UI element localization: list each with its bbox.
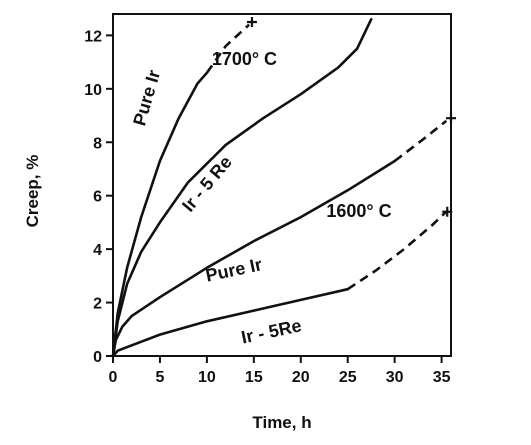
y-tick-label: 6 bbox=[93, 189, 102, 206]
series-2-dashed-line bbox=[393, 119, 448, 163]
x-tick-label: 20 bbox=[292, 369, 310, 386]
annotation-label: 1600° C bbox=[326, 201, 391, 221]
annotation-label: Pure Ir bbox=[204, 254, 264, 285]
series-2-solid-line bbox=[111, 159, 396, 358]
series-3-solid-line bbox=[111, 287, 349, 358]
series-3-dashed-line bbox=[346, 210, 448, 291]
x-axis-label: Time, h bbox=[252, 413, 311, 432]
plot-frame bbox=[112, 13, 452, 357]
y-tick-label: 10 bbox=[84, 82, 102, 99]
series-1-solid-line bbox=[111, 18, 373, 358]
annotation-label: Pure Ir bbox=[129, 68, 164, 128]
series-0-solid-line bbox=[111, 71, 209, 358]
x-tick-label: 30 bbox=[386, 369, 404, 386]
y-tick-label: 12 bbox=[84, 28, 102, 45]
x-tick-label: 35 bbox=[433, 369, 451, 386]
y-tick-label: 8 bbox=[93, 135, 102, 152]
series-3-rupture-marker bbox=[442, 206, 453, 217]
x-tick-label: 15 bbox=[245, 369, 263, 386]
y-tick-label: 4 bbox=[93, 242, 102, 259]
x-tick-label: 0 bbox=[109, 369, 118, 386]
annotation-label: Ir - 5Re bbox=[239, 315, 303, 347]
x-tick-label: 10 bbox=[198, 369, 216, 386]
annotation-label: 1700° C bbox=[212, 49, 277, 69]
x-tick-label: 25 bbox=[339, 369, 357, 386]
y-tick-label: 0 bbox=[93, 349, 102, 366]
x-tick-label: 5 bbox=[155, 369, 164, 386]
series-0-dashed-line bbox=[205, 23, 250, 74]
y-tick-label: 2 bbox=[93, 296, 102, 313]
series-0-rupture-marker bbox=[246, 17, 257, 28]
series-2-rupture-marker bbox=[446, 113, 456, 124]
y-axis-label: Creep, % bbox=[23, 155, 42, 228]
